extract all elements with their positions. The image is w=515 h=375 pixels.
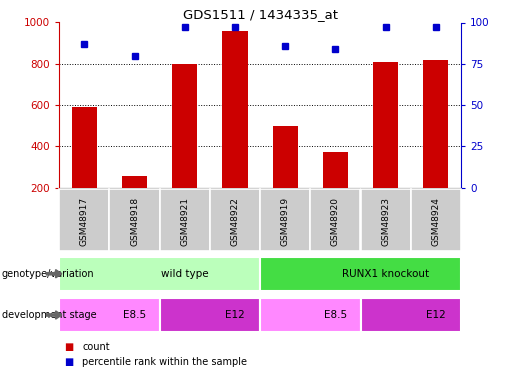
Bar (260, 189, 310, 251)
Text: GSM48924: GSM48924 (432, 197, 440, 246)
Text: E12: E12 (225, 310, 245, 320)
Text: genotype/variation: genotype/variation (2, 269, 94, 279)
Bar (59, 298, 160, 332)
Bar (360, 298, 461, 332)
Text: GSM48919: GSM48919 (281, 197, 289, 246)
Text: GSM48922: GSM48922 (231, 197, 239, 246)
Text: E8.5: E8.5 (324, 310, 347, 320)
Bar (272, 126, 298, 188)
Text: count: count (82, 342, 110, 352)
Text: E12: E12 (426, 310, 445, 320)
Bar (172, 64, 197, 188)
Bar (410, 189, 461, 251)
Text: GSM48923: GSM48923 (381, 197, 390, 246)
Bar (122, 176, 147, 188)
Bar (160, 298, 260, 332)
Bar (260, 298, 360, 332)
Bar (59, 189, 109, 251)
Bar (59, 256, 260, 291)
Text: wild type: wild type (161, 269, 209, 279)
Text: E8.5: E8.5 (123, 310, 146, 320)
Title: GDS1511 / 1434335_at: GDS1511 / 1434335_at (183, 8, 337, 21)
Bar (260, 256, 461, 291)
Bar (210, 189, 260, 251)
Text: ■: ■ (64, 342, 74, 352)
Text: GSM48917: GSM48917 (80, 197, 89, 246)
Bar (72, 107, 97, 188)
Text: percentile rank within the sample: percentile rank within the sample (82, 357, 247, 367)
Bar (360, 189, 410, 251)
Bar (109, 189, 160, 251)
Bar (373, 62, 398, 188)
Text: GSM48921: GSM48921 (180, 197, 189, 246)
Bar (323, 152, 348, 188)
Text: GSM48918: GSM48918 (130, 197, 139, 246)
Text: GSM48920: GSM48920 (331, 197, 340, 246)
Text: development stage: development stage (2, 310, 96, 320)
Text: RUNX1 knockout: RUNX1 knockout (342, 269, 429, 279)
Bar (310, 189, 360, 251)
Text: ■: ■ (64, 357, 74, 367)
Bar (423, 60, 449, 188)
Bar (222, 31, 248, 188)
Bar (160, 189, 210, 251)
